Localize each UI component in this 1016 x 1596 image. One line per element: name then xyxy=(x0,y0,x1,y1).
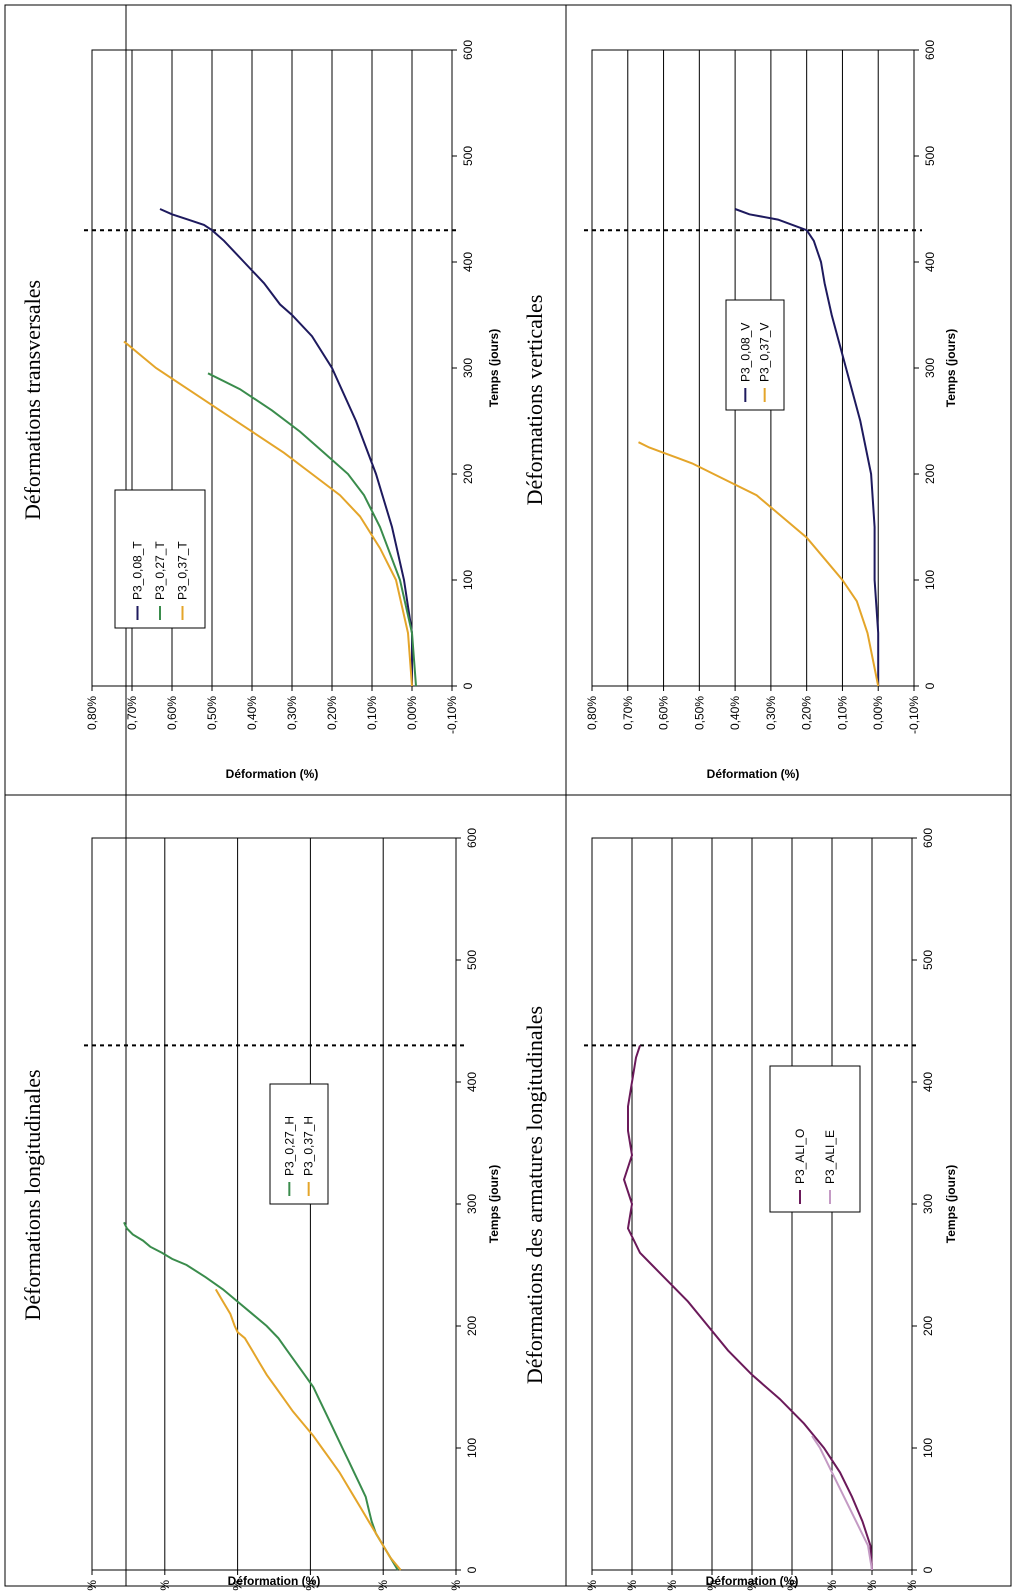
legend-label: P3_ALI_O xyxy=(793,1129,807,1184)
value-tick-label: 0,10% xyxy=(365,696,379,730)
value-tick-label: 0,20% xyxy=(800,696,814,730)
value-tick-label: 0,80% xyxy=(85,696,99,730)
value-tick-label: 0,50% xyxy=(692,696,706,730)
chart-title: Déformations longitudinales xyxy=(20,1069,45,1320)
time-tick-label: 600 xyxy=(923,40,937,60)
chart-title: Déformations des armatures longitudinale… xyxy=(522,1006,547,1384)
time-tick-label: 600 xyxy=(921,828,935,848)
x-axis-label: Temps (jours) xyxy=(487,329,501,407)
value-tick-label: 0,30% xyxy=(285,696,299,730)
chart-title: Déformations verticales xyxy=(522,295,547,506)
series-line-P3_0,27_T xyxy=(207,372,417,687)
time-tick-label: 400 xyxy=(921,1072,935,1092)
legend-label: P3_0,27_T xyxy=(153,541,167,600)
time-tick-label: 400 xyxy=(923,252,937,272)
legend-box xyxy=(725,299,785,411)
chart-title: Déformations transversales xyxy=(20,280,45,520)
value-tick-label: 0,70% xyxy=(621,696,635,730)
chart-verticales: -0,10% 0,00% 0,10% 0,20% 0,30% 0,40% 0,50% 0,60… xyxy=(522,40,958,781)
series-line-P3_0,37_H xyxy=(214,1288,402,1571)
time-tick-label: 500 xyxy=(923,146,937,166)
y-axis-label: Déformation (%) xyxy=(706,1574,799,1588)
time-tick-label: 600 xyxy=(465,828,479,848)
time-tick-label: 0 xyxy=(923,682,937,689)
time-tick-label: 500 xyxy=(465,950,479,970)
legend-box xyxy=(114,489,206,629)
time-tick-label: 400 xyxy=(465,1072,479,1092)
x-axis-label: Temps (jours) xyxy=(944,329,958,407)
value-tick-label: -0,05% xyxy=(905,1580,919,1591)
time-tick-label: 300 xyxy=(921,1194,935,1214)
time-tick-label: 300 xyxy=(923,358,937,378)
value-tick-label: 0,40% xyxy=(245,696,259,730)
y-axis-label: Déformation (%) xyxy=(228,1574,321,1588)
figure-frame xyxy=(4,4,1012,1587)
chart-transversales: -0,10% 0,00% 0,10% 0,20% 0,30% 0,40% 0,50% 0,60… xyxy=(20,40,501,781)
series-line-P3_0,08_T xyxy=(159,208,413,686)
chart-longitudinales: -0,05%0,00%0,05%0,10%0,15%0,20%010020030… xyxy=(20,828,501,1596)
time-tick-label: 500 xyxy=(461,146,475,166)
value-tick-label: 0,50% xyxy=(205,696,219,730)
time-tick-label: 200 xyxy=(461,464,475,484)
value-tick-label: 0,20% xyxy=(85,1580,99,1591)
series-line-P3_0,37_T xyxy=(123,340,413,687)
value-tick-label: -0,10% xyxy=(445,696,459,734)
time-tick-label: 0 xyxy=(921,1566,935,1573)
time-tick-label: 0 xyxy=(465,1566,479,1573)
legend-label: P3_0,08_T xyxy=(131,541,145,600)
value-tick-label: 0,10% xyxy=(835,696,849,730)
time-tick-label: 500 xyxy=(921,950,935,970)
value-tick-label: 0,35% xyxy=(585,1580,599,1591)
value-tick-label: 0,15% xyxy=(158,1580,172,1591)
value-tick-label: -0,05% xyxy=(449,1580,463,1591)
time-tick-label: 100 xyxy=(923,570,937,590)
time-tick-label: 100 xyxy=(461,570,475,590)
y-axis-label: Déformation (%) xyxy=(707,767,800,781)
time-tick-label: 100 xyxy=(921,1438,935,1458)
value-tick-label: 0,60% xyxy=(165,696,179,730)
time-tick-label: 200 xyxy=(921,1316,935,1336)
x-axis-label: Temps (jours) xyxy=(944,1165,958,1243)
series-line-P3_ALI_O xyxy=(622,1045,873,1571)
value-tick-label: 0,25% xyxy=(665,1580,679,1591)
time-tick-label: 200 xyxy=(465,1316,479,1336)
time-tick-label: 300 xyxy=(461,358,475,378)
series-line-P3_ALI_E xyxy=(811,1435,873,1571)
legend-label: P3_0,27_H xyxy=(282,1116,296,1176)
legend-label: P3_0,37_V xyxy=(758,323,772,382)
time-tick-label: 400 xyxy=(461,252,475,272)
value-tick-label: 0,70% xyxy=(125,696,139,730)
series-line-P3_0,37_V xyxy=(638,441,880,687)
legend-label: P3_0,37_T xyxy=(176,541,190,600)
legend-label: P3_0,37_H xyxy=(302,1116,316,1176)
value-tick-label: 0,40% xyxy=(728,696,742,730)
legend-box xyxy=(769,1065,861,1213)
series-line-P3_0,27_H xyxy=(123,1221,399,1571)
y-axis-label: Déformation (%) xyxy=(226,767,319,781)
time-tick-label: 100 xyxy=(465,1438,479,1458)
time-tick-label: 300 xyxy=(465,1194,479,1214)
value-tick-label: 0,00% xyxy=(405,696,419,730)
value-tick-label: 0,00% xyxy=(376,1580,390,1591)
value-tick-label: 0,05% xyxy=(825,1580,839,1591)
chart-armatures: -0,05%0,00%0,05%0,10%0,15%0,20%0,25%0,30… xyxy=(522,828,958,1596)
value-tick-label: 0,00% xyxy=(865,1580,879,1591)
value-tick-label: 0,60% xyxy=(657,696,671,730)
time-tick-label: 200 xyxy=(923,464,937,484)
legend-label: P3_0,08_V xyxy=(738,323,752,382)
time-tick-label: 600 xyxy=(461,40,475,60)
value-tick-label: 0,20% xyxy=(325,696,339,730)
value-tick-label: 0,30% xyxy=(625,1580,639,1591)
series-line-P3_0,08_V xyxy=(734,208,880,686)
time-tick-label: 0 xyxy=(461,682,475,689)
value-tick-label: 0,30% xyxy=(764,696,778,730)
value-tick-label: 0,00% xyxy=(871,696,885,730)
x-axis-label: Temps (jours) xyxy=(487,1165,501,1243)
legend-box xyxy=(269,1083,329,1205)
value-tick-label: -0,10% xyxy=(907,696,921,734)
value-tick-label: 0,80% xyxy=(585,696,599,730)
legend-label: P3_ALI_E xyxy=(823,1130,837,1184)
